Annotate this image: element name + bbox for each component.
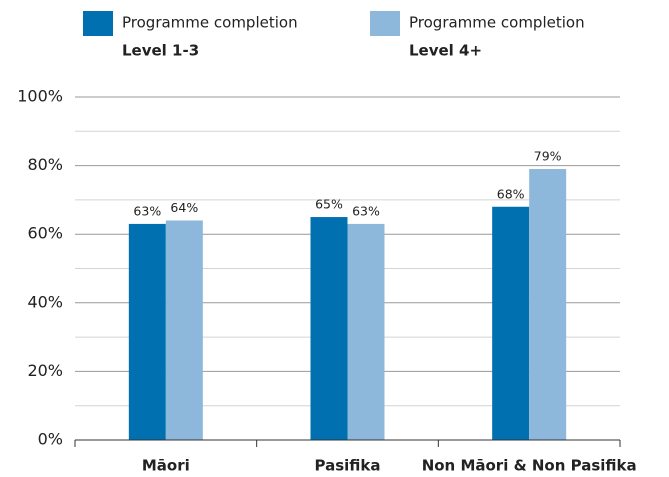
- y-tick-label: 80%: [27, 155, 63, 174]
- value-label: 63%: [133, 203, 161, 218]
- value-label: 68%: [497, 186, 525, 201]
- legend-label: Level 1-3: [122, 42, 199, 60]
- legend-swatch: [370, 11, 400, 36]
- y-tick-label: 60%: [27, 224, 63, 243]
- x-tick-label: Māori: [142, 457, 190, 475]
- bar: [165, 220, 203, 440]
- bar: [492, 206, 530, 440]
- y-tick-label: 20%: [27, 361, 63, 380]
- value-label: 79%: [534, 149, 562, 164]
- bar: [347, 223, 385, 440]
- legend-swatch: [83, 11, 113, 36]
- bar: [128, 223, 166, 440]
- value-label: 64%: [170, 200, 198, 215]
- value-label: 63%: [352, 203, 380, 218]
- bar: [310, 217, 348, 440]
- value-label: 65%: [315, 197, 343, 212]
- y-tick-label: 100%: [17, 87, 63, 106]
- legend-label: Programme completion: [122, 14, 298, 32]
- legend-label: Level 4+: [409, 42, 482, 60]
- legend-label: Programme completion: [409, 14, 585, 32]
- x-tick-label: Non Māori & Non Pasifika: [422, 457, 637, 475]
- x-tick-label: Pasifika: [315, 457, 381, 475]
- bar: [529, 169, 567, 440]
- y-tick-label: 40%: [27, 292, 63, 311]
- y-tick-label: 0%: [38, 430, 63, 449]
